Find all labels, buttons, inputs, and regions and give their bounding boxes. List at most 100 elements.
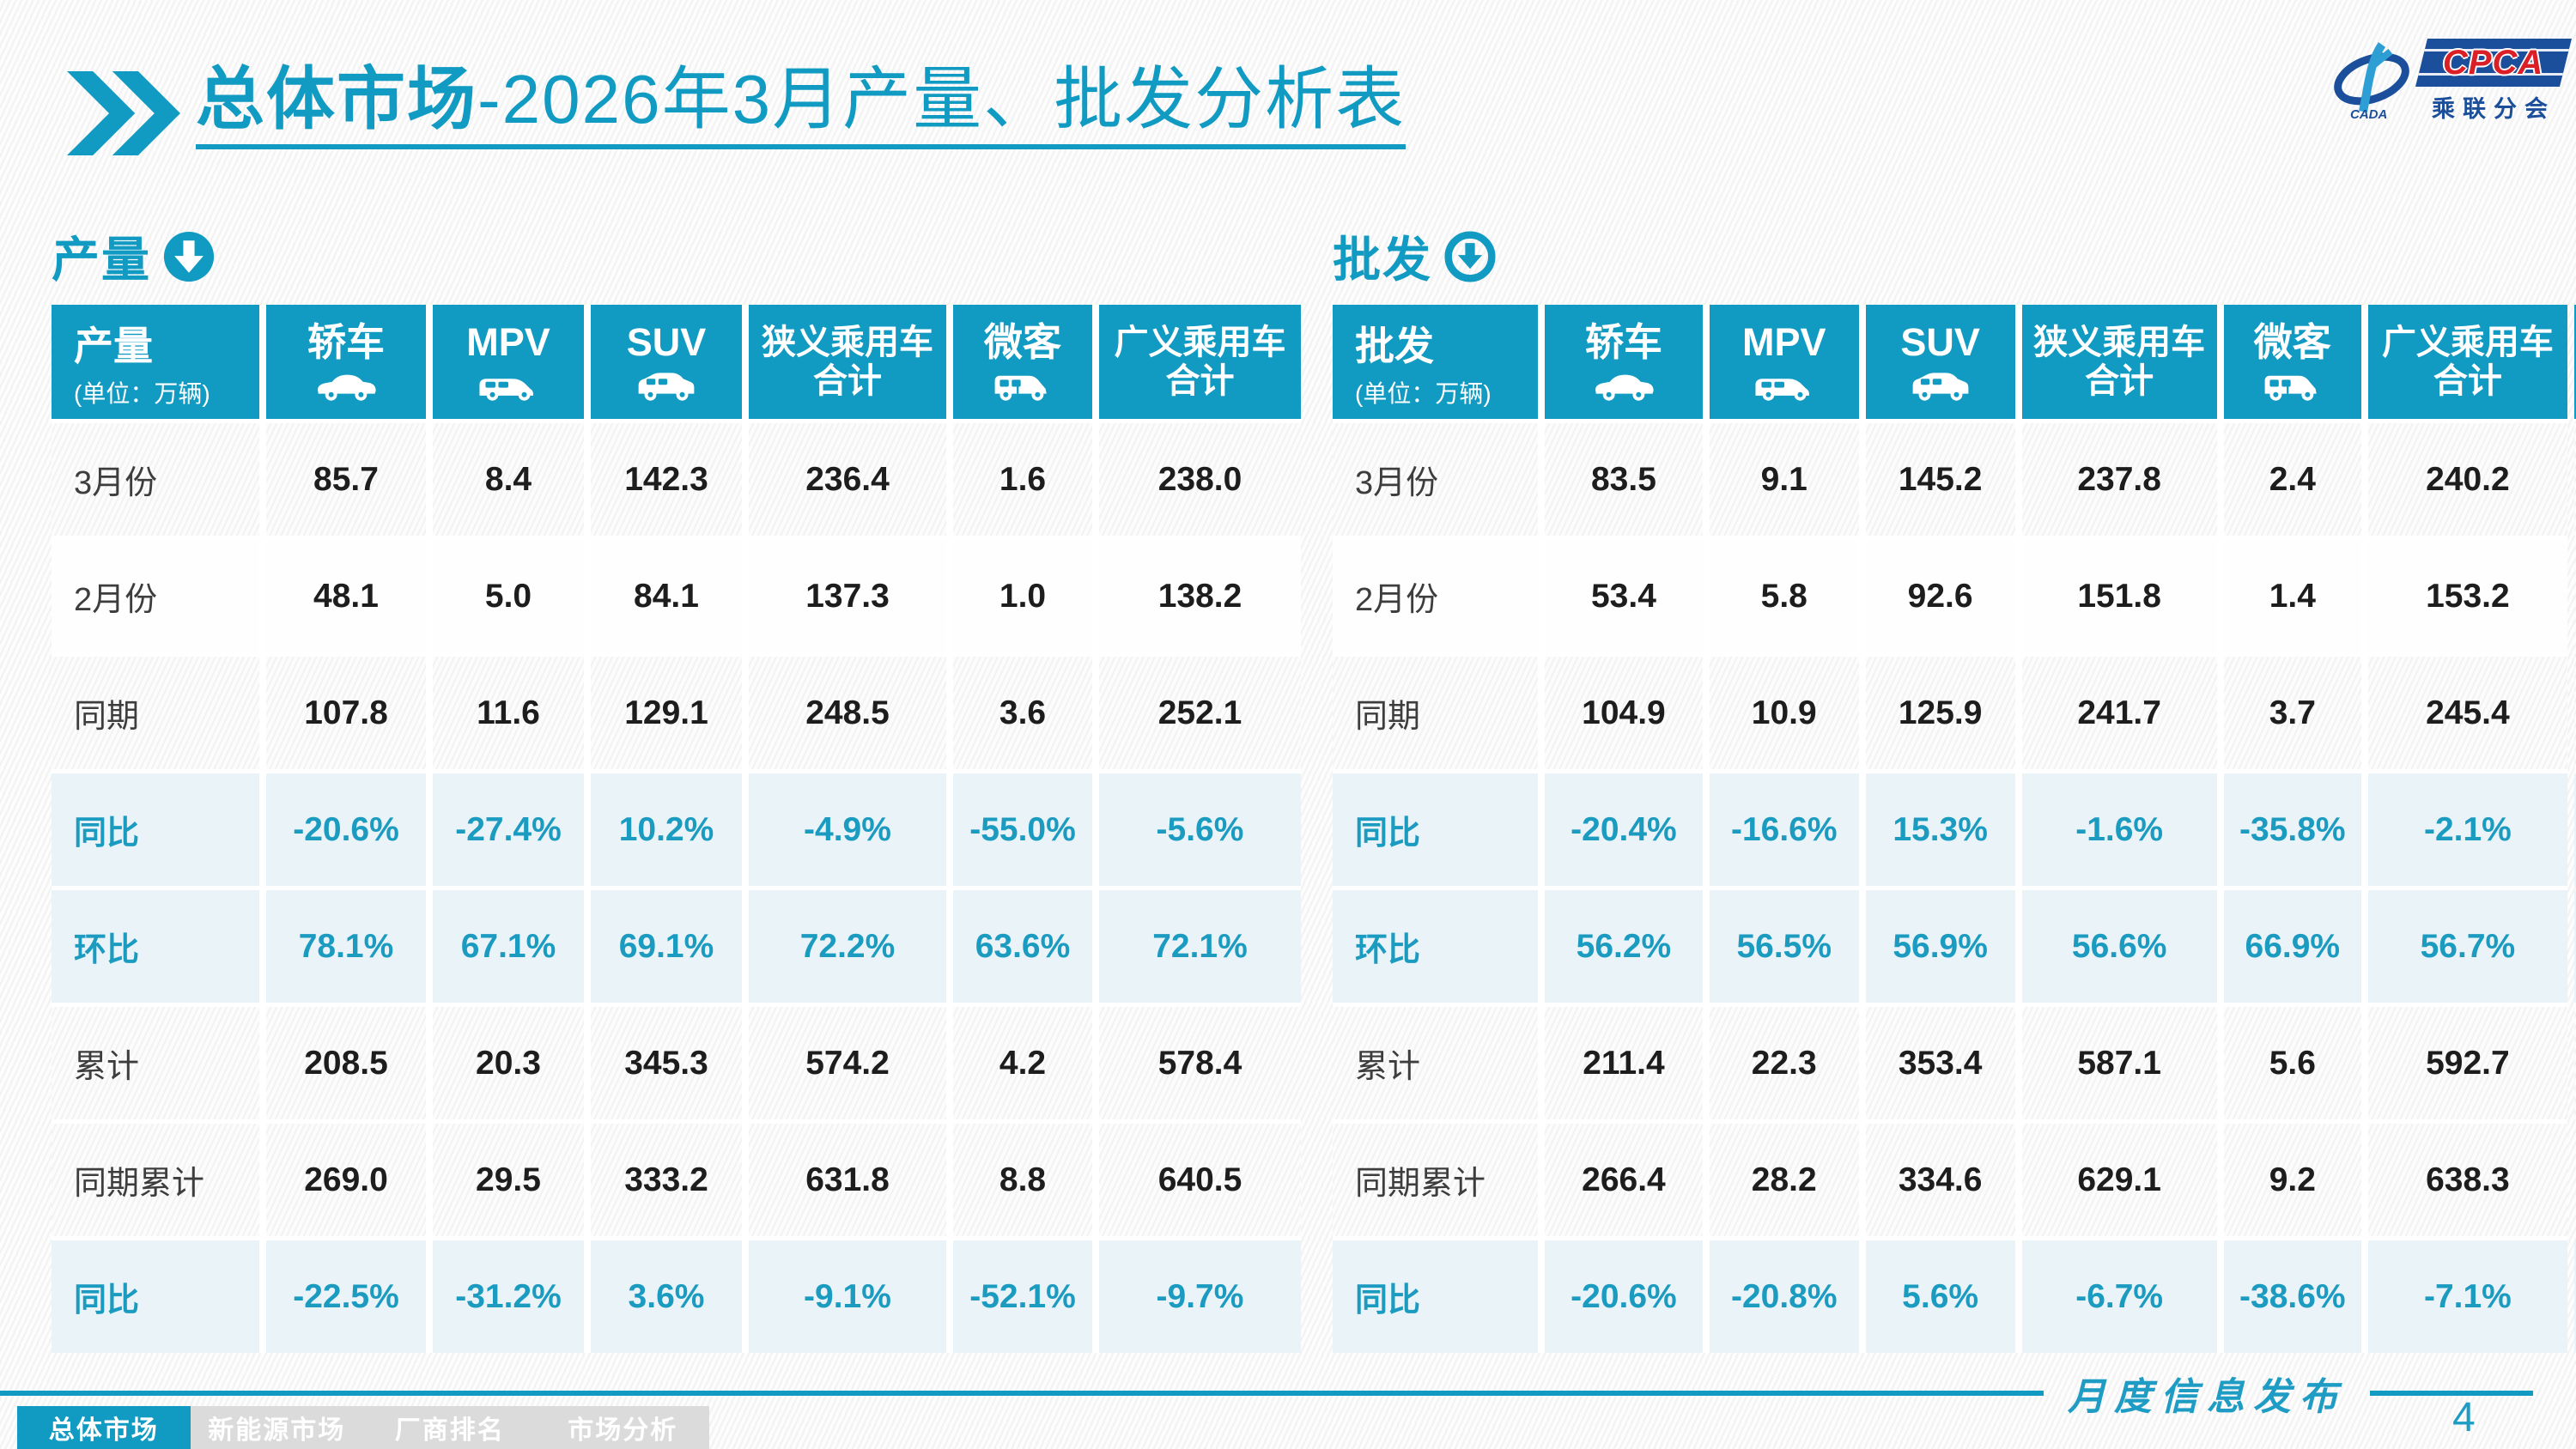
value-cell: 3.7 — [2223, 657, 2361, 769]
value-cell: 240.2 — [2367, 423, 2567, 536]
value-cell: 1.4 — [2223, 540, 2361, 652]
percent-cell: -22.5% — [266, 1240, 426, 1353]
value-cell: 107.8 — [266, 657, 426, 769]
cada-text: CADA — [2350, 107, 2387, 122]
column-header-cell: 广义乘用车 合计 — [2367, 305, 2567, 419]
row-label: 环比 — [1333, 890, 1539, 1003]
value-cell: 83.5 — [1545, 423, 1703, 536]
column-header-label: 微客 — [2253, 320, 2331, 365]
value-cell: 237.8 — [2021, 423, 2217, 536]
value-cell: 236.4 — [749, 423, 946, 536]
percent-cell: -55.0% — [953, 773, 1092, 886]
value-cell: 638.3 — [2367, 1124, 2567, 1236]
percent-cell: -9.7% — [1099, 1240, 1301, 1353]
value-cell: 85.7 — [266, 423, 426, 536]
column-header-cell: MPV — [433, 305, 584, 419]
percent-cell: 56.6% — [2021, 890, 2217, 1003]
percent-cell: -20.8% — [1709, 1240, 1859, 1353]
value-cell: 208.5 — [266, 1007, 426, 1119]
value-cell: 29.5 — [433, 1124, 584, 1236]
suv-icon — [1909, 372, 1972, 403]
row-label: 累计 — [52, 1007, 259, 1119]
clipped-row-block — [2574, 657, 2576, 769]
value-cell: 241.7 — [2021, 657, 2217, 769]
value-cell: 266.4 — [1545, 1124, 1703, 1236]
column-header-label: 微客 — [983, 320, 1061, 365]
percent-cell: -20.6% — [1545, 1240, 1703, 1353]
clipped-row-block — [2574, 773, 2576, 886]
microvan-icon — [991, 372, 1054, 403]
tab-market-analysis[interactable]: 市场分析 — [568, 1416, 678, 1445]
percent-cell: 69.1% — [591, 890, 742, 1003]
page-title-rest: -2026年3月产量、批发分析表 — [477, 61, 1406, 137]
value-cell: 345.3 — [591, 1007, 742, 1119]
percent-cell: -20.4% — [1545, 773, 1703, 886]
row-label: 2月份 — [52, 540, 259, 652]
value-cell: 8.4 — [433, 423, 584, 536]
percent-cell: 56.9% — [1865, 890, 2015, 1003]
clipped-row-block — [2574, 1007, 2576, 1119]
value-cell: 248.5 — [749, 657, 946, 769]
value-cell: 142.3 — [591, 423, 742, 536]
percent-cell: 56.5% — [1709, 890, 1859, 1003]
percent-cell: 72.1% — [1099, 890, 1301, 1003]
column-header-label2: 合计 — [1165, 361, 1235, 400]
value-cell: 138.2 — [1099, 540, 1301, 652]
value-cell: 238.0 — [1099, 423, 1301, 536]
clipped-row-block — [2574, 890, 2576, 1003]
tab-nev-market[interactable]: 新能源市场 — [208, 1416, 346, 1445]
percent-cell: 5.6% — [1865, 1240, 2015, 1353]
page-title: 总体市场-2026年3月产量、批发分析表 — [196, 62, 1406, 149]
value-cell: 53.4 — [1545, 540, 1703, 652]
column-header-label: MPV — [1742, 320, 1826, 365]
value-cell: 129.1 — [591, 657, 742, 769]
cpca-text: CPCA — [2443, 43, 2544, 81]
percent-cell: 3.6% — [591, 1240, 742, 1353]
column-header-cell: 微客 — [953, 305, 1092, 419]
value-cell: 84.1 — [591, 540, 742, 652]
clipped-row-block — [2574, 540, 2576, 652]
row-label: 同比 — [52, 773, 259, 886]
value-cell: 4.2 — [953, 1007, 1092, 1119]
value-cell: 5.6 — [2223, 1007, 2361, 1119]
percent-cell: -35.8% — [2223, 773, 2361, 886]
value-cell: 153.2 — [2367, 540, 2567, 652]
row-label: 同比 — [1333, 773, 1539, 886]
column-header-cell: 微客 — [2223, 305, 2361, 419]
value-cell: 353.4 — [1865, 1007, 2015, 1119]
clipped-row-block — [2574, 423, 2576, 536]
wholesale-section-title: 批发 — [1333, 233, 1432, 287]
production-table: 产量 (单位：万辆) 轿车 MPV SUV 狭义乘用车 合计 微客 广义乘用车 合计 3月份 85.7… — [52, 305, 1301, 1353]
percent-cell: 78.1% — [266, 890, 426, 1003]
value-cell: 629.1 — [2021, 1124, 2217, 1236]
column-header-label: 狭义乘用车 — [2033, 323, 2206, 361]
value-cell: 3.6 — [953, 657, 1092, 769]
value-cell: 2.4 — [2223, 423, 2361, 536]
column-header-cell: 轿车 — [1545, 305, 1703, 419]
tab-oem-ranking[interactable]: 厂商排名 — [394, 1416, 505, 1445]
percent-cell: 72.2% — [749, 890, 946, 1003]
column-header-cell: SUV — [1865, 305, 2015, 419]
percent-cell: 63.6% — [953, 890, 1092, 1003]
column-header-label: MPV — [466, 320, 550, 365]
cpca-subtitle: 乘联分会 — [2432, 95, 2555, 122]
percent-cell: 67.1% — [433, 890, 584, 1003]
suv-icon — [635, 372, 698, 403]
bottom-tab-bar: 总体市场 新能源市场 厂商排名 市场分析 — [17, 1406, 709, 1449]
row-label: 环比 — [52, 890, 259, 1003]
row-label: 3月份 — [52, 423, 259, 536]
percent-cell: 10.2% — [591, 773, 742, 886]
cpca-band: CPCA — [2415, 38, 2572, 87]
percent-cell: -52.1% — [953, 1240, 1092, 1353]
ribbon-label: 月度信息发布 — [2068, 1375, 2346, 1419]
value-cell: 28.2 — [1709, 1124, 1859, 1236]
value-cell: 125.9 — [1865, 657, 2015, 769]
percent-cell: -38.6% — [2223, 1240, 2361, 1353]
column-header-label: 广义乘用车 — [2381, 323, 2554, 361]
column-header-cell: 广义乘用车 合计 — [1099, 305, 1301, 419]
percent-cell: -7.1% — [2367, 1240, 2567, 1353]
column-header-label2: 合计 — [813, 361, 882, 400]
row-label: 累计 — [1333, 1007, 1539, 1119]
tab-overall-market[interactable]: 总体市场 — [17, 1406, 191, 1449]
row-label: 3月份 — [1333, 423, 1539, 536]
